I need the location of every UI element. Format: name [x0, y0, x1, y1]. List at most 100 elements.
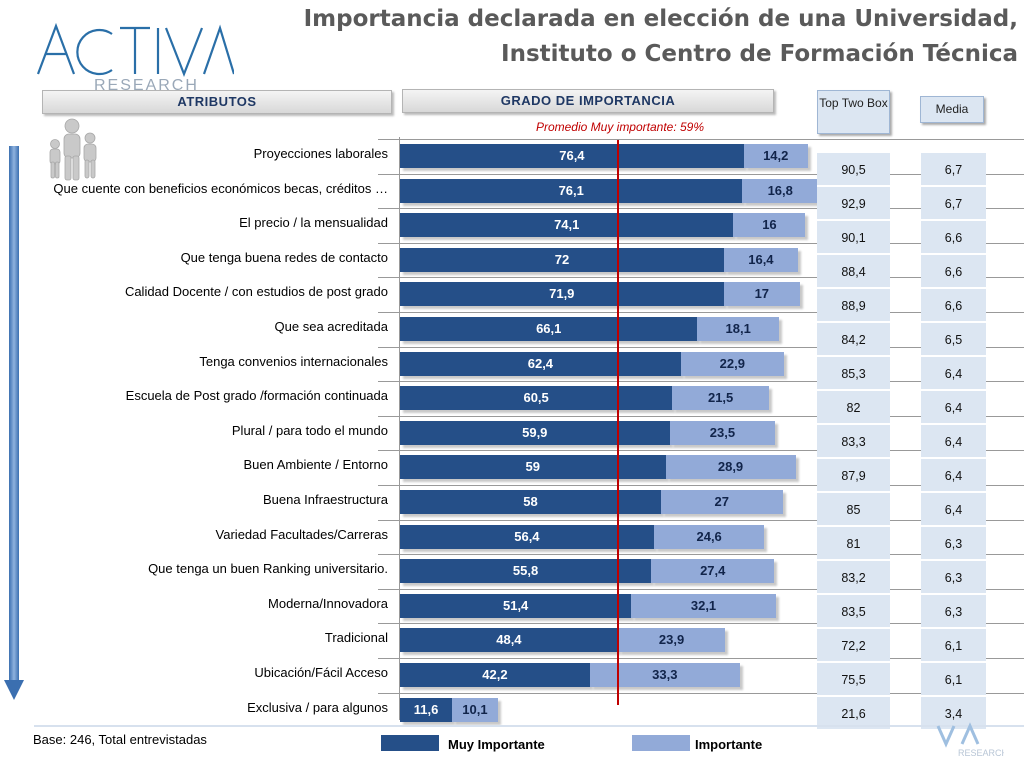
top-two-box-cell: 88,4	[817, 255, 890, 289]
media-cell: 6,4	[921, 357, 986, 391]
bar-muy-importante: 59	[400, 455, 666, 480]
category-label: Que tenga buena redes de contacto	[180, 249, 388, 265]
bar-muy-importante: 58	[400, 490, 661, 514]
bar-muy-importante: 11,6	[400, 697, 453, 722]
top-two-box-cell: 85,3	[817, 357, 890, 391]
top-two-box-cell: 83,3	[817, 425, 890, 459]
bar-muy-importante: 72	[400, 247, 724, 272]
bar-importante: 22,9	[680, 351, 784, 376]
legend-swatch-muy-importante	[381, 735, 439, 751]
bar-muy-importante: 59,9	[400, 420, 670, 445]
bar-importante: 32,1	[631, 593, 776, 618]
media-cell: 6,6	[921, 255, 986, 289]
row-gridline	[378, 139, 1024, 140]
page-title: Importancia declarada en elección de una…	[298, 2, 1018, 72]
media-cell: 6,4	[921, 391, 986, 425]
row-gridline	[378, 692, 1024, 694]
bar-importante: 17	[723, 282, 801, 307]
row-gridline	[378, 415, 1024, 417]
bar-muy-importante: 51,4	[400, 593, 632, 618]
bar-muy-importante: 62,4	[400, 351, 681, 376]
row-gridline	[378, 623, 1024, 625]
bar-importante: 27,4	[651, 559, 775, 584]
row-gridline	[378, 485, 1024, 486]
category-axis	[399, 137, 400, 720]
legend-swatch-importante	[632, 735, 690, 751]
top-two-box-cell: 83,2	[817, 561, 890, 595]
media-cell: 6,1	[921, 629, 986, 663]
bar-importante: 16	[733, 213, 806, 238]
media-cell: 6,1	[921, 663, 986, 697]
category-label: Plural / para todo el mundo	[231, 422, 388, 438]
media-header: Media	[920, 96, 984, 123]
row-gridline	[378, 242, 1024, 244]
bar-muy-importante: 48,4	[400, 628, 618, 653]
category-label: El precio / la mensualidad	[239, 215, 388, 231]
base-note: Base: 246, Total entrevistadas	[33, 732, 207, 747]
row-gridline	[378, 346, 1024, 348]
row-gridline	[378, 381, 1024, 383]
bar-importante: 14,2	[743, 144, 808, 168]
top-two-box-cell: 75,5	[817, 663, 890, 697]
media-cell: 6,4	[921, 493, 986, 527]
top-two-box-cell: 90,1	[817, 221, 890, 255]
people-icon	[49, 118, 97, 181]
bar-muy-importante: 55,8	[400, 559, 652, 584]
bar-importante: 16,8	[742, 178, 819, 203]
title-line-1: Importancia declarada en elección de una…	[303, 6, 1018, 32]
bar-muy-importante: 60,5	[400, 386, 673, 411]
title-line-2: Instituto o Centro de Formación Técnica	[501, 41, 1018, 67]
media-cell: 6,5	[921, 323, 986, 357]
media-cell: 6,7	[921, 153, 986, 187]
media-cell: 6,6	[921, 221, 986, 255]
bar-importante: 10,1	[452, 697, 498, 722]
footer-divider	[34, 725, 1024, 727]
activa-watermark-logo: RESEARCH	[936, 722, 1004, 758]
bar-importante: 33,3	[589, 663, 740, 687]
row-gridline	[378, 588, 1024, 590]
category-label: Ubicación/Fácil Acceso	[254, 665, 388, 680]
category-label: Tenga convenios internacionales	[199, 353, 388, 369]
svg-text:RESEARCH: RESEARCH	[958, 748, 1004, 758]
row-gridline	[378, 658, 1024, 659]
category-label: Escuela de Post grado /formación continu…	[125, 388, 388, 404]
category-label: Exclusiva / para algunos	[247, 699, 388, 715]
bar-muy-importante: 42,2	[400, 663, 590, 687]
bar-muy-importante: 76,4	[400, 144, 744, 168]
bar-importante: 28,9	[665, 455, 796, 480]
row-gridline	[378, 208, 1024, 210]
media-cell: 6,3	[921, 527, 986, 561]
top-two-box-cell: 85	[817, 493, 890, 527]
bar-importante: 16,4	[724, 247, 798, 272]
logo-sub: RESEARCH	[94, 77, 199, 94]
row-gridline	[378, 312, 1024, 313]
bar-importante: 23,9	[617, 628, 726, 653]
bar-muy-importante: 56,4	[400, 524, 654, 549]
top-two-box-cell: 84,2	[817, 323, 890, 357]
top-two-box-cell: 83,5	[817, 595, 890, 629]
bar-muy-importante: 74,1	[400, 213, 734, 238]
row-gridline	[378, 450, 1024, 452]
bar-muy-importante: 66,1	[400, 317, 698, 341]
down-arrow-icon	[4, 146, 24, 700]
bar-muy-importante: 76,1	[400, 178, 743, 203]
bar-importante: 21,5	[672, 386, 769, 411]
activa-research-logo: RESEARCH	[36, 22, 234, 94]
legend-label-importante: Importante	[695, 737, 763, 752]
top-two-box-cell: 92,9	[817, 187, 890, 221]
top-two-box-header: Top Two Box	[817, 90, 890, 134]
category-label: Moderna/Innovadora	[268, 595, 388, 611]
row-gridline	[378, 519, 1024, 521]
category-label: Tradicional	[324, 630, 388, 646]
row-gridline	[378, 554, 1024, 556]
category-label: Calidad Docente / con estudios de post g…	[124, 284, 388, 300]
average-reference-line	[616, 140, 619, 705]
category-label: Que cuente con beneficios económicos bec…	[53, 180, 388, 196]
bar-importante: 24,6	[653, 524, 765, 549]
top-two-box-cell: 88,9	[817, 289, 890, 323]
bar-muy-importante: 71,9	[400, 282, 724, 307]
importance-header: GRADO DE IMPORTANCIA	[402, 89, 774, 113]
media-cell: 6,7	[921, 187, 986, 221]
media-cell: 6,3	[921, 561, 986, 595]
row-gridline	[378, 173, 1024, 175]
